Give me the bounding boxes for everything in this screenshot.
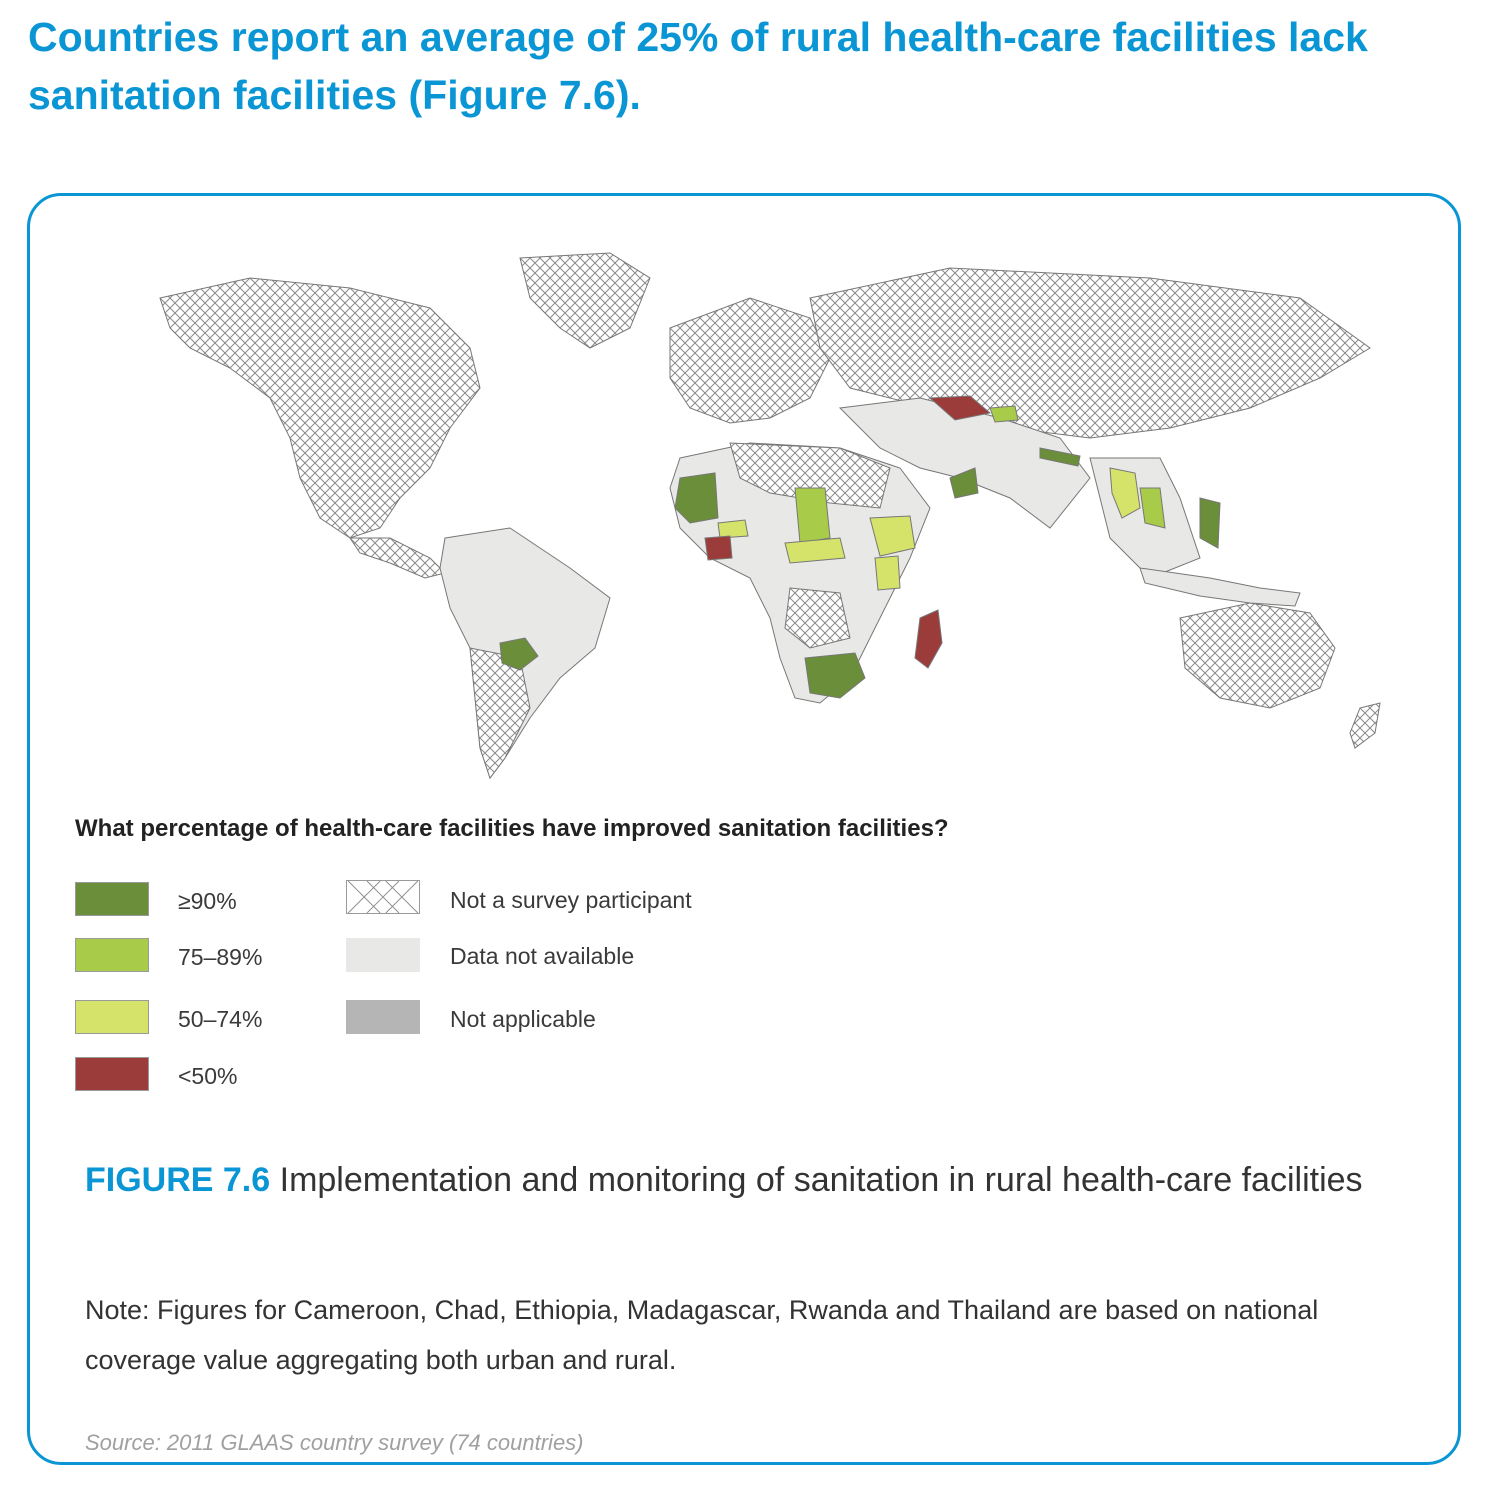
region-asia-north <box>809 267 1371 439</box>
country-cote-divoire <box>704 535 733 561</box>
legend-label-lt50: <50% <box>178 1063 238 1089</box>
region-africa-north-nonparticipant <box>729 442 891 509</box>
country-nepal <box>1039 447 1081 467</box>
legend-label-75-89: 75–89% <box>178 944 263 970</box>
legend-swatch-not-applicable <box>346 1000 420 1034</box>
region-indonesia <box>1139 567 1301 607</box>
region-southern-africa-nonparticipant <box>784 587 851 649</box>
country-cameroon-car <box>784 537 846 564</box>
legend-label-not-applicable: Not applicable <box>450 1006 596 1032</box>
figure-number: FIGURE 7.6 <box>85 1161 271 1199</box>
country-chad <box>794 487 831 544</box>
figure-source: Source: 2011 GLAAS country survey (74 co… <box>85 1430 584 1455</box>
legend-swatch-no-data <box>346 938 420 972</box>
legend-title: What percentage of health-care facilitie… <box>75 815 949 842</box>
legend-label-no-data: Data not available <box>450 943 635 969</box>
country-south-africa <box>804 652 866 699</box>
country-laos-vietnam <box>1139 487 1166 529</box>
legend-swatch-ge90 <box>75 882 149 916</box>
region-new-zealand <box>1349 702 1381 749</box>
legend-swatch-50-74 <box>75 1000 149 1034</box>
country-kenya <box>874 555 901 591</box>
legend-label-ge90: ≥90% <box>178 888 237 914</box>
region-central-america <box>349 537 446 579</box>
region-greenland <box>519 252 651 349</box>
legend-label-not-participant: Not a survey participant <box>450 887 692 913</box>
country-tajikistan <box>989 405 1019 423</box>
legend-swatch-lt50 <box>75 1057 149 1091</box>
country-mauritania <box>674 472 719 524</box>
country-burkina-faso <box>717 519 749 539</box>
headline: Countries report an average of 25% of ru… <box>28 14 1368 118</box>
country-ethiopia <box>869 515 916 557</box>
region-europe <box>669 297 831 424</box>
region-australia <box>1179 602 1336 709</box>
legend-swatch-75-89 <box>75 938 149 972</box>
country-paraguay <box>499 637 539 671</box>
country-philippines <box>1199 497 1221 549</box>
figure-caption: FIGURE 7.6 Implementation and monitoring… <box>85 1158 1425 1202</box>
figure-caption-text: Implementation and monitoring of sanitat… <box>279 1161 1363 1199</box>
country-thailand <box>1109 467 1141 519</box>
country-madagascar <box>914 609 943 669</box>
region-north-america <box>159 277 481 539</box>
country-uzbekistan <box>928 395 992 421</box>
legend-label-50-74: 50–74% <box>178 1006 263 1032</box>
figure-note: Note: Figures for Cameroon, Chad, Ethiop… <box>85 1295 1319 1375</box>
country-yemen-oman <box>949 467 979 499</box>
world-map <box>159 252 1381 780</box>
legend-swatch-not-participant <box>346 880 420 914</box>
